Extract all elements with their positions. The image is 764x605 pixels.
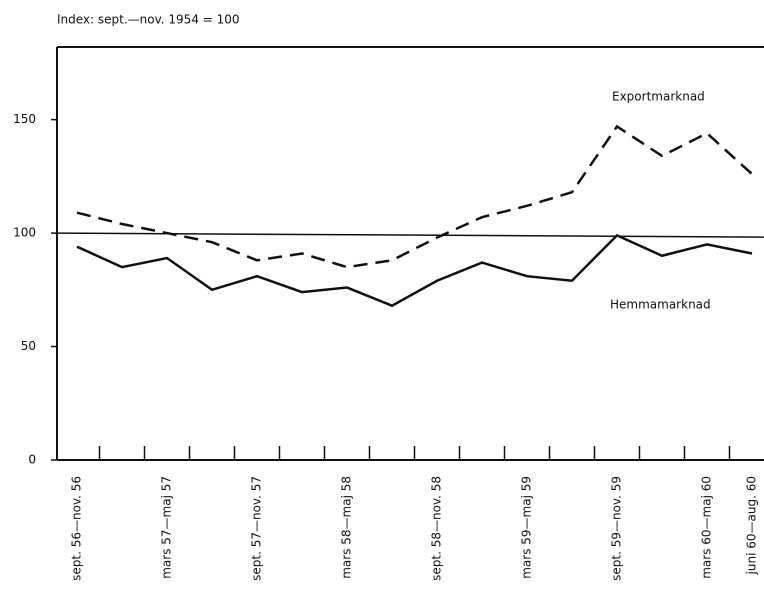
line-series bbox=[76, 233, 753, 308]
x-tick-label: sept. 58—nov. 58 bbox=[430, 476, 444, 581]
x-tick-label: mars 58—maj 58 bbox=[340, 476, 354, 579]
series-label: Hemmamarknad bbox=[610, 298, 711, 312]
chart-title: Index: sept.—nov. 1954 = 100 bbox=[57, 13, 240, 27]
y-tick-label: 0 bbox=[28, 453, 36, 467]
x-tick-label: mars 57—maj 57 bbox=[160, 476, 174, 579]
x-tick-label: juni 60—aug. 60 bbox=[745, 476, 759, 575]
x-tick-label: sept. 56—nov. 56 bbox=[70, 476, 84, 581]
x-tick-label: sept. 59—nov. 59 bbox=[610, 476, 624, 581]
line-series bbox=[76, 124, 753, 269]
series-label: Exportmarknad bbox=[612, 90, 705, 104]
x-tick-label: mars 60—maj 60 bbox=[700, 476, 714, 579]
x-tick-label: sept. 57—nov. 57 bbox=[250, 476, 264, 581]
reference-line bbox=[56, 232, 764, 238]
y-tick-label: 100 bbox=[13, 226, 36, 240]
y-tick-label: 50 bbox=[21, 339, 36, 353]
y-tick-label: 150 bbox=[13, 112, 36, 126]
x-tick-label: mars 59—maj 59 bbox=[520, 476, 534, 579]
